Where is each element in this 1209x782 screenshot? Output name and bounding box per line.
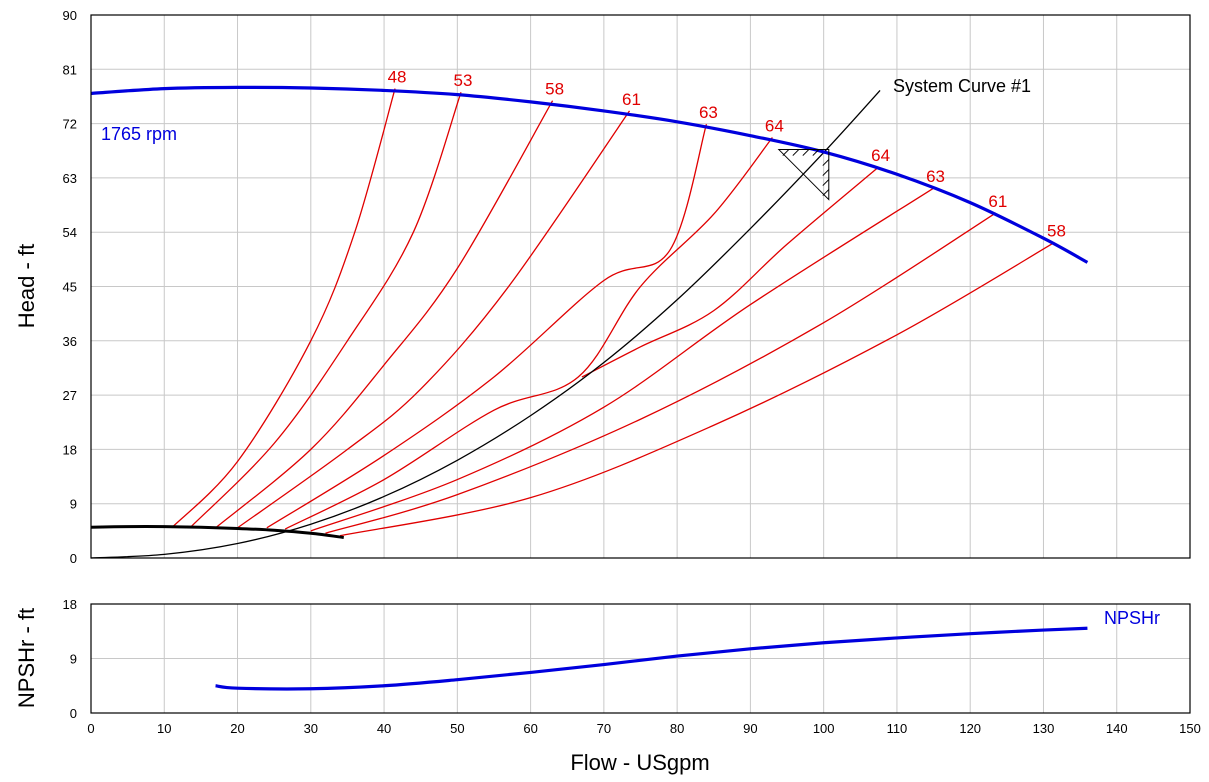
efficiency-curve-64 (581, 166, 880, 378)
head-y-tick-label: 18 (63, 442, 77, 457)
x-tick-label: 20 (230, 721, 244, 736)
efficiency-curve-61 (325, 212, 997, 534)
head-plot-frame (90, 14, 1191, 559)
x-tick-label: 120 (959, 721, 981, 736)
head-y-tick-label: 54 (63, 225, 77, 240)
efficiency-label: 63 (926, 167, 945, 186)
head-y-tick-label: 63 (63, 171, 77, 186)
npshr-curve (215, 626, 1088, 691)
flow-axis-title: Flow - USgpm (570, 750, 709, 775)
efficiency-label: 64 (765, 116, 784, 135)
operating-point-hatch (822, 189, 830, 196)
head-y-tick-label: 36 (63, 334, 77, 349)
npshr-grid (90, 603, 1191, 714)
head-y-tick-label: 9 (70, 497, 77, 512)
speed-label: 1765 rpm (101, 124, 177, 144)
x-tick-label: 40 (377, 721, 391, 736)
head-y-tick-label: 45 (63, 280, 77, 295)
npshr-y-tick-label: 18 (63, 597, 77, 612)
x-tick-label: 0 (87, 721, 94, 736)
x-tick-label: 150 (1179, 721, 1201, 736)
head-axis-title: Head - ft (14, 244, 39, 328)
efficiency-label: 58 (545, 80, 564, 99)
x-tick-label: 30 (304, 721, 318, 736)
operating-point-hatch (822, 179, 830, 186)
efficiency-label: 64 (871, 146, 890, 165)
operating-point-hatch (802, 149, 810, 156)
efficiency-curve-63 (266, 124, 708, 529)
npshr-axis-title: NPSHr - ft (14, 608, 39, 708)
npshr-plot-frame (90, 603, 1191, 714)
head-y-tick-label: 27 (63, 388, 77, 403)
head-y-tick-label: 90 (63, 8, 77, 23)
efficiency-curve-63 (310, 187, 934, 532)
head-y-tick-label: 0 (70, 551, 77, 566)
efficiency-curve-58 (339, 241, 1055, 537)
efficiency-label: 48 (388, 68, 407, 87)
x-tick-label: 60 (523, 721, 537, 736)
x-tick-label: 80 (670, 721, 684, 736)
x-tick-label: 130 (1033, 721, 1055, 736)
x-tick-label: 50 (450, 721, 464, 736)
operating-point-triangle (777, 149, 830, 201)
npshr-y-tick-label: 0 (70, 706, 77, 721)
operating-point-hatch (792, 149, 800, 156)
x-tick-label: 140 (1106, 721, 1128, 736)
x-tick-label: 90 (743, 721, 757, 736)
head-y-tick-label: 81 (63, 62, 77, 77)
efficiency-curve-48 (171, 88, 396, 529)
x-tick-label: 100 (813, 721, 835, 736)
operating-point-hatch (812, 149, 820, 156)
operating-point-marker (777, 149, 830, 201)
axis-ticks: 0 10 20 30 40 50 60 70 80 90 100 110 120 130 140 150091… (63, 8, 1201, 736)
head-plot-curves: 48 53 58 61 63 64 64 63 61 58 (90, 68, 1089, 559)
x-tick-label: 10 (157, 721, 171, 736)
pump-head-curve (90, 85, 1089, 264)
efficiency-curve-61 (237, 110, 631, 529)
x-tick-label: 110 (887, 721, 908, 736)
operating-point-hatch (822, 169, 830, 176)
efficiency-label: 61 (622, 90, 641, 109)
npshr-plot-curves (215, 626, 1088, 691)
system-curve-line (90, 89, 881, 559)
npsh-available-curve (90, 525, 344, 539)
efficiency-label: 53 (454, 71, 473, 90)
efficiency-curve-53 (189, 92, 462, 529)
operating-point-hatch (782, 149, 790, 156)
operating-point-hatch (822, 159, 830, 166)
x-tick-label: 70 (597, 721, 611, 736)
efficiency-label: 58 (1047, 221, 1066, 240)
system-curve-label: System Curve #1 (893, 76, 1031, 96)
efficiency-label: 61 (988, 192, 1007, 211)
efficiency-curve-64 (284, 137, 773, 530)
npshr-series-label: NPSHr (1104, 608, 1160, 628)
efficiency-label: 63 (699, 103, 718, 122)
efficiency-curve-58 (215, 100, 554, 529)
head-y-tick-label: 72 (63, 117, 77, 132)
npshr-y-tick-label: 9 (70, 652, 77, 667)
